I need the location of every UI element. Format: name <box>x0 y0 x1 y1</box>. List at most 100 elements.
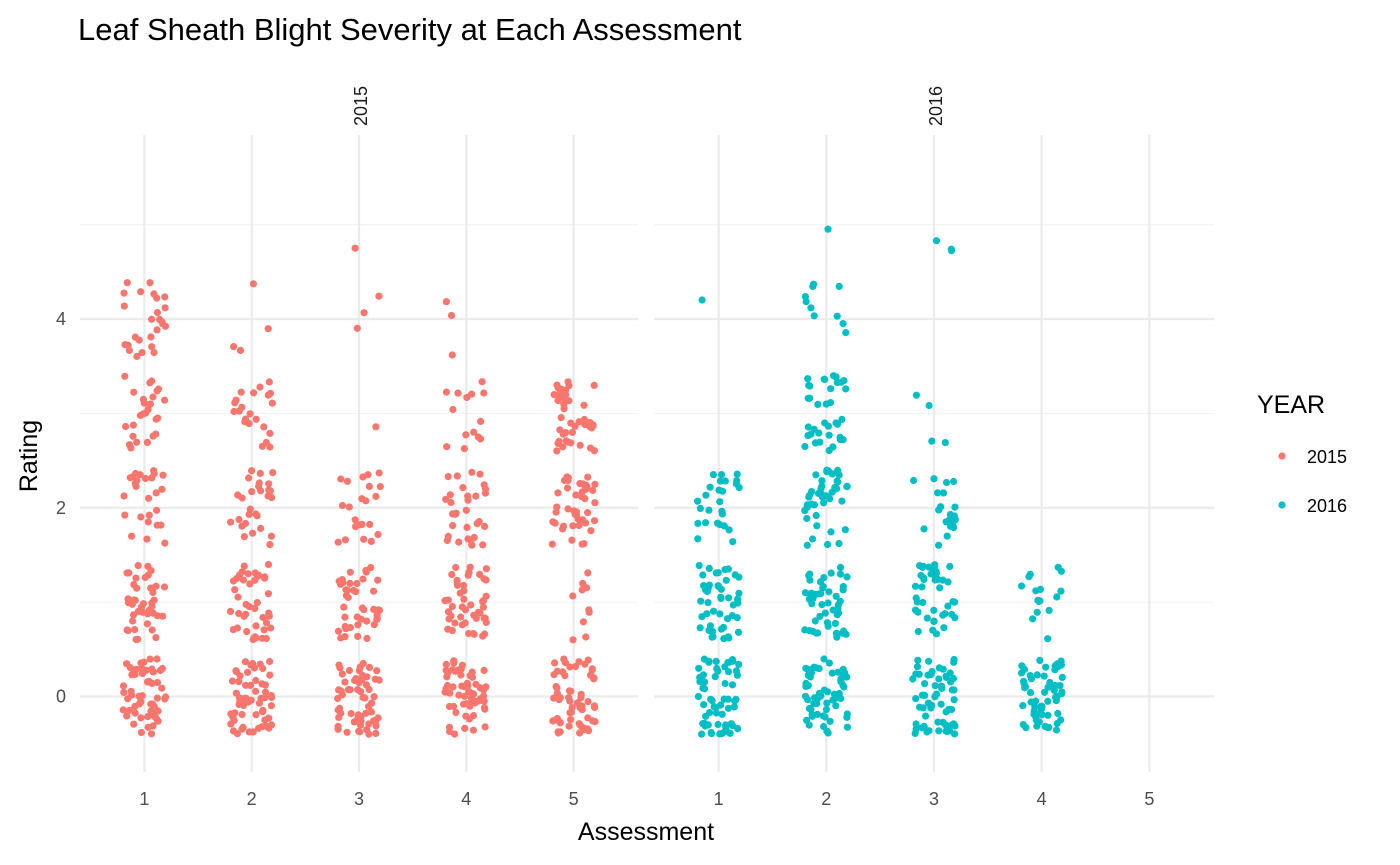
data-point <box>839 586 847 594</box>
data-point <box>480 697 488 705</box>
data-point <box>121 372 129 380</box>
data-point <box>138 349 146 357</box>
data-point <box>126 706 134 714</box>
data-point <box>260 423 268 431</box>
data-point <box>129 611 138 619</box>
x-tick-label: 1 <box>139 789 149 809</box>
data-point <box>950 720 958 728</box>
data-point <box>343 477 351 485</box>
data-point <box>458 603 466 611</box>
data-point <box>480 596 488 605</box>
data-point <box>838 497 846 505</box>
data-point <box>832 629 841 637</box>
data-point <box>259 613 267 622</box>
data-point <box>465 629 473 638</box>
data-point <box>235 609 243 618</box>
data-point <box>120 289 128 297</box>
data-point <box>481 630 489 638</box>
data-point <box>345 503 353 511</box>
data-point <box>376 483 384 491</box>
data-point <box>447 498 455 507</box>
data-point <box>374 576 382 584</box>
data-point <box>1018 582 1026 590</box>
data-point <box>1056 682 1064 690</box>
data-point <box>1044 711 1052 719</box>
data-point <box>464 492 472 500</box>
data-point <box>561 672 569 680</box>
data-point <box>694 519 702 528</box>
data-point <box>232 689 240 697</box>
data-point <box>353 579 361 588</box>
data-point <box>808 535 817 543</box>
data-point <box>231 586 239 594</box>
data-point <box>240 612 248 620</box>
data-point <box>582 633 590 641</box>
data-point <box>950 696 958 704</box>
data-point <box>590 674 598 682</box>
data-point <box>553 667 561 675</box>
data-point <box>245 474 253 482</box>
data-point <box>584 698 592 706</box>
data-point <box>564 438 572 446</box>
data-point <box>811 617 819 625</box>
data-point <box>1027 675 1035 683</box>
x-tick-label: 1 <box>714 789 724 809</box>
data-point <box>480 389 488 397</box>
data-point <box>827 528 835 536</box>
data-point <box>702 712 710 720</box>
data-point <box>264 590 272 598</box>
data-point <box>471 699 479 707</box>
data-point <box>928 437 936 445</box>
data-point <box>553 381 561 389</box>
data-point <box>261 688 270 696</box>
data-point <box>1022 683 1030 691</box>
data-point <box>586 444 595 452</box>
data-point <box>1044 635 1052 643</box>
data-point <box>929 626 937 634</box>
data-point <box>372 729 380 738</box>
data-point <box>549 518 557 526</box>
data-point <box>355 667 363 675</box>
data-point <box>1057 567 1065 575</box>
data-point <box>1033 671 1041 679</box>
data-point <box>809 282 817 290</box>
data-point <box>832 702 840 710</box>
data-point <box>1020 677 1028 685</box>
data-point <box>833 611 841 619</box>
data-point <box>373 667 381 675</box>
data-point <box>469 712 478 720</box>
data-point <box>358 520 366 529</box>
data-point <box>135 336 143 344</box>
data-point <box>805 595 813 603</box>
data-point <box>159 612 167 620</box>
data-point <box>341 633 349 641</box>
data-point <box>142 409 150 417</box>
data-point <box>585 606 593 614</box>
data-point <box>250 634 258 642</box>
data-point <box>153 521 161 529</box>
data-point <box>564 474 572 482</box>
data-point <box>460 700 468 708</box>
data-point <box>946 669 954 677</box>
data-point <box>586 419 594 427</box>
data-point <box>442 666 450 674</box>
data-point <box>230 407 238 416</box>
data-point <box>714 582 722 590</box>
data-point <box>362 681 370 689</box>
data-point <box>1057 587 1065 595</box>
data-point <box>152 430 160 438</box>
data-point <box>930 475 938 483</box>
data-point <box>137 603 146 611</box>
data-point <box>149 609 157 617</box>
x-tick-label: 4 <box>461 789 471 809</box>
data-point <box>259 706 267 714</box>
data-point <box>445 723 454 731</box>
data-point <box>359 693 367 702</box>
data-point <box>477 417 485 425</box>
data-point <box>832 592 840 600</box>
data-point <box>553 503 561 511</box>
data-point <box>337 687 345 695</box>
data-point <box>1041 722 1049 731</box>
data-point <box>801 589 810 597</box>
data-point <box>581 660 589 668</box>
